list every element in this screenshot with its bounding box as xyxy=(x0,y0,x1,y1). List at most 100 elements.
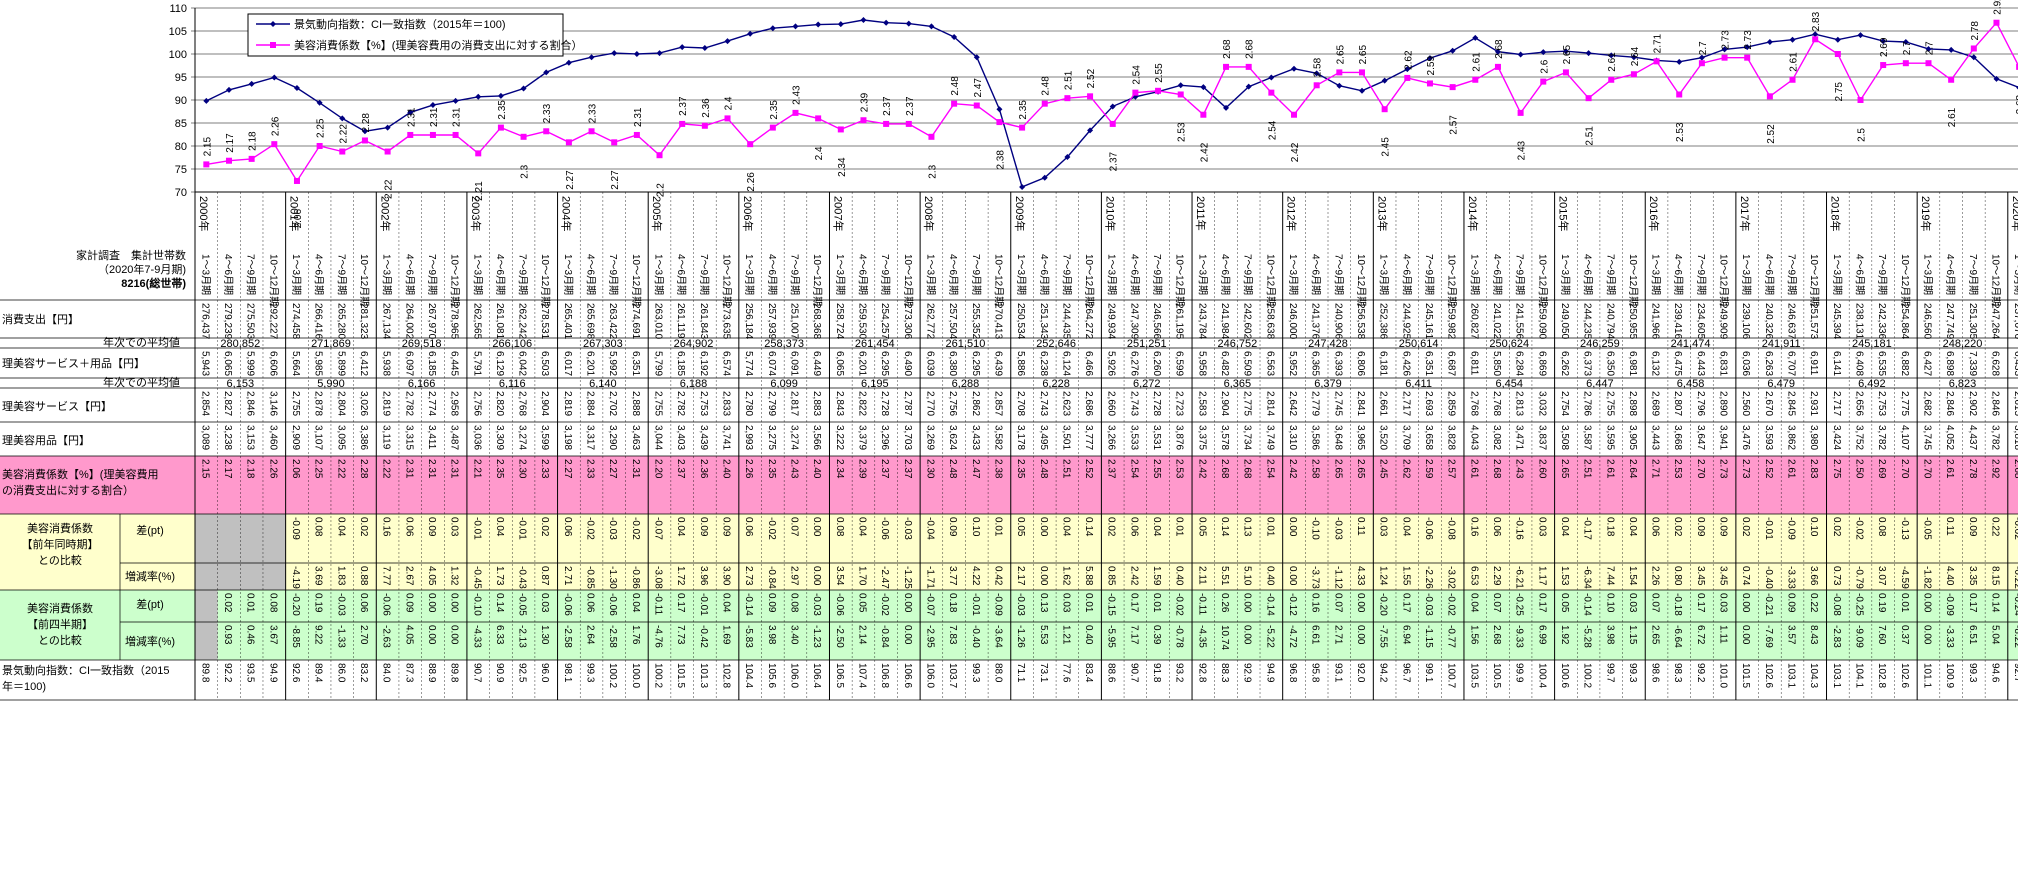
cell-qoq-rate: 0.40 xyxy=(1083,625,1094,645)
legend-label-ci: 景気動向指数：CI一致指数（2015年＝100) xyxy=(294,17,506,31)
cell-consumption: 245,161 xyxy=(1423,303,1434,340)
cell-consumption: 241,984 xyxy=(1219,303,1230,340)
quarter-label: 10～12月期 xyxy=(1174,254,1186,306)
cell-ci: 91.8 xyxy=(1151,663,1162,683)
coef-point xyxy=(1336,69,1343,76)
cell-qoq-diff: -0.03 xyxy=(1015,593,1026,616)
cell-yoy-diff: -0.03 xyxy=(607,517,618,540)
cell-yoy-diff: 0.04 xyxy=(335,517,346,537)
cell-qoq-diff: 0.19 xyxy=(1876,593,1887,613)
cell-yoy-rate: -0.84 xyxy=(766,566,777,589)
year-label: 2009年 xyxy=(1013,196,1027,231)
cell-coef: 2.54 xyxy=(1128,459,1139,479)
cell-service-goods: 6,380 xyxy=(947,351,958,376)
cell-qoq-rate: 3.98 xyxy=(766,625,777,645)
cell-yoy-diff: 0.04 xyxy=(856,517,867,537)
year-label: 2002年 xyxy=(378,196,392,231)
cell-qoq-diff: 0.17 xyxy=(675,593,686,613)
cell-qoq-diff: -0.06 xyxy=(607,593,618,616)
cell-qoq-diff: -0.12 xyxy=(1287,593,1298,616)
coef-data-label: 2.68 xyxy=(2015,94,2018,114)
cell-service-goods: 6,065 xyxy=(834,351,845,376)
cell-qoq-diff: -0.09 xyxy=(992,593,1003,616)
qoq-na-block xyxy=(195,590,218,660)
cell-qoq-rate: 2.65 xyxy=(1650,625,1661,645)
ci-point xyxy=(271,74,278,81)
cell-ci: 87.3 xyxy=(403,663,414,683)
cell-yoy-rate: 1.62 xyxy=(1060,566,1071,586)
cell-goods: 3,837 xyxy=(1536,425,1547,450)
coef-point xyxy=(497,124,504,131)
cell-goods: 3,741 xyxy=(721,425,732,450)
year-label: 2013年 xyxy=(1375,196,1389,231)
cell-qoq-diff: 0.16 xyxy=(1310,593,1321,613)
coef-data-label: 2.36 xyxy=(701,98,712,118)
cell-qoq-diff: -0.08 xyxy=(1831,593,1842,616)
cell-qoq-diff: 0.06 xyxy=(585,593,596,613)
cell-qoq-diff: 0.17 xyxy=(1695,593,1706,613)
coef-data-label: 2.53 xyxy=(1675,122,1686,142)
cell-yoy-rate: -3.33 xyxy=(1786,566,1797,589)
cell-goods: 3,460 xyxy=(267,425,278,450)
cell-yoy-diff: 0.16 xyxy=(1468,517,1479,537)
coef-data-label: 2.26 xyxy=(746,172,757,192)
coef-point xyxy=(1087,93,1094,100)
cell-goods: 4,107 xyxy=(1899,425,1910,450)
cell-ci: 96.8 xyxy=(1287,663,1298,683)
cell-yoy-rate: 1.83 xyxy=(335,566,346,586)
cell-goods: 3,501 xyxy=(1060,425,1071,450)
cell-coef: 2.22 xyxy=(381,459,392,479)
cell-ci: 94.6 xyxy=(1989,663,2000,683)
cell-consumption: 259,530 xyxy=(856,303,867,340)
cell-service: 2,846 xyxy=(245,391,256,416)
coef-point xyxy=(1993,19,2000,26)
cell-ci: 92.2 xyxy=(222,663,233,683)
left-tick-label: 100 xyxy=(169,49,187,61)
cell-coef: 2.57 xyxy=(1446,459,1457,479)
cell-ci: 102.6 xyxy=(1763,663,1774,688)
coef-data-label: 2.37 xyxy=(905,96,916,116)
coef-data-label: 2.37 xyxy=(1109,151,1120,171)
cell-qoq-rate: 2.64 xyxy=(585,625,596,645)
cell-yoy-rate: 4.05 xyxy=(426,566,437,586)
cell-yoy-diff: 0.02 xyxy=(539,517,550,537)
coef-data-label: 2.45 xyxy=(1381,137,1392,157)
cell-qoq-rate: 1.69 xyxy=(721,625,732,645)
cell-yoy-diff: 0.14 xyxy=(1219,517,1230,537)
ci-point xyxy=(1721,46,1728,53)
cell-service-goods: 6,449 xyxy=(811,351,822,376)
cell-coef: 2.27 xyxy=(607,459,618,479)
cell-service: 2,717 xyxy=(1400,391,1411,416)
cell-consumption: 251,007 xyxy=(788,303,799,340)
cell-yoy-rate: 7.44 xyxy=(1604,566,1615,586)
cell-goods: 3,082 xyxy=(1491,425,1502,450)
cell-service: 2,756 xyxy=(471,391,482,416)
cell-qoq-rate: 7.60 xyxy=(1876,625,1887,645)
annual-consumption: 246,259 xyxy=(1580,338,1620,350)
annual-consumption: 261,510 xyxy=(946,338,986,350)
cell-yoy-rate: 0.85 xyxy=(1106,566,1117,586)
cell-goods: 3,317 xyxy=(585,425,596,450)
cell-service: 2,820 xyxy=(494,391,505,416)
quarter-label: 1～3月期 xyxy=(1015,254,1027,295)
quarter-label: 1～3月期 xyxy=(1106,254,1118,295)
coef-data-label: 2.22 xyxy=(384,179,395,199)
ci-point xyxy=(860,16,867,23)
cell-coef: 2.20 xyxy=(653,459,664,479)
cell-consumption: 257,939 xyxy=(766,303,777,340)
coef-point xyxy=(1834,51,1841,57)
cell-coef: 2.31 xyxy=(403,459,414,479)
qoq-group-1: 美容消費係数 xyxy=(27,601,93,615)
ci-point xyxy=(1517,51,1524,58)
cell-coef: 2.28 xyxy=(358,459,369,479)
cell-qoq-diff: 0.13 xyxy=(1038,593,1049,613)
coef-point xyxy=(792,109,799,116)
cell-ci: 89.4 xyxy=(313,663,324,683)
cell-service: 2,884 xyxy=(585,391,596,416)
cell-ci: 83.2 xyxy=(358,663,369,683)
cell-ci: 103.1 xyxy=(1786,663,1797,688)
cell-service: 2,841 xyxy=(1355,391,1366,416)
cell-consumption: 244,235 xyxy=(1582,303,1593,340)
cell-service-goods: 5,899 xyxy=(335,351,346,376)
cell-qoq-rate: 6.94 xyxy=(1400,625,1411,645)
